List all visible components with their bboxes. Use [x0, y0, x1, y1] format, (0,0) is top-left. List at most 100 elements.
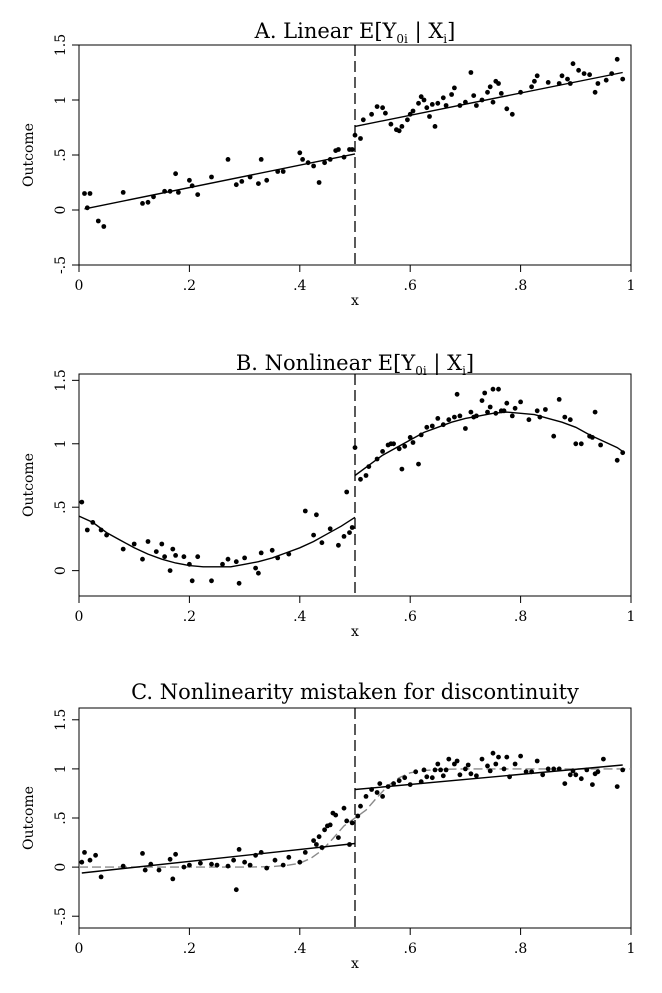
data-point [344, 818, 350, 824]
y-tick-label: 0 [53, 206, 69, 215]
data-point [258, 550, 264, 556]
data-point [162, 554, 168, 560]
data-point [198, 860, 203, 866]
data-point [432, 767, 438, 773]
data-point [490, 386, 496, 392]
data-point [82, 191, 87, 196]
data-point [559, 73, 565, 79]
data-point [242, 555, 248, 561]
data-point [280, 169, 286, 174]
data-point [366, 464, 372, 469]
data-point [418, 432, 424, 438]
data-point [418, 94, 424, 100]
panel-1: A. Linear E[Y0i | Xi] 0 .2 .4 .6 .8 1 -.5 0 .5 1 1.… [21, 19, 635, 309]
data-point [576, 67, 581, 73]
fit-line-right [354, 71, 623, 128]
data-point [421, 767, 427, 773]
data-point [452, 85, 457, 91]
data-point [347, 530, 352, 535]
data-point [233, 182, 239, 188]
data-point [264, 865, 270, 871]
data-point [504, 400, 510, 406]
data-point [485, 763, 490, 769]
data-point [416, 461, 421, 467]
data-point [314, 842, 319, 847]
data-point [225, 157, 231, 162]
data-point [463, 426, 468, 431]
data-point [479, 97, 485, 103]
data-point [297, 150, 303, 156]
data-point [446, 756, 452, 762]
data-point [413, 769, 419, 775]
data-point [501, 766, 507, 772]
data-point [148, 861, 154, 867]
data-point [581, 71, 587, 76]
data-point [468, 409, 474, 415]
data-point [498, 91, 504, 96]
data-point [440, 422, 446, 428]
data-point [239, 179, 245, 184]
data-point [360, 117, 366, 123]
x-tick-label: 0 [75, 278, 84, 294]
data-point [496, 81, 501, 86]
y-tick-label: 1.5 [53, 34, 69, 56]
data-point [468, 771, 474, 777]
data-point [236, 580, 242, 586]
data-point [595, 769, 601, 775]
data-point [601, 756, 606, 762]
data-point [570, 61, 576, 67]
x-tick-label: .8 [514, 941, 527, 957]
y-axis-label: Outcome [21, 786, 37, 850]
data-point [336, 147, 341, 152]
data-point [302, 850, 308, 855]
title-text: ] [447, 19, 455, 43]
data-point [380, 105, 385, 111]
x-axis-label: x [351, 956, 359, 972]
x-tick-label: .6 [404, 278, 417, 294]
data-point [501, 408, 507, 414]
data-point [509, 111, 515, 117]
data-point [587, 72, 592, 78]
data-point [302, 508, 308, 514]
data-point [562, 781, 568, 786]
y-tick-label: .5 [53, 501, 69, 514]
x-tick-label: .2 [183, 609, 196, 625]
data-point [363, 473, 369, 478]
data-point [567, 417, 573, 423]
data-point [396, 446, 402, 452]
data-point [614, 457, 620, 463]
data-point [518, 89, 523, 95]
data-point [341, 805, 347, 811]
fit-line-right [354, 764, 623, 791]
fit-line-right [354, 411, 624, 477]
data-point [457, 413, 463, 419]
data-point [385, 784, 391, 789]
data-point [435, 100, 441, 106]
data-point [402, 775, 408, 781]
data-point [446, 417, 452, 423]
data-point [429, 102, 435, 107]
data-point [509, 413, 515, 419]
data-point [181, 554, 187, 560]
title-subscript: i [443, 32, 447, 46]
data-point [162, 188, 168, 194]
data-point [98, 874, 104, 880]
data-point [424, 774, 430, 780]
data-point [518, 399, 523, 405]
data-point [609, 71, 615, 76]
x-tick-label: .4 [293, 609, 306, 625]
data-point [396, 778, 402, 784]
data-point [233, 887, 239, 893]
data-point [209, 861, 214, 867]
data-point [355, 813, 361, 819]
y-tick-label: 1 [53, 96, 69, 105]
data-point [399, 124, 405, 129]
data-point [562, 414, 568, 420]
data-point [490, 750, 496, 756]
data-point [189, 183, 195, 189]
data-point [120, 190, 126, 195]
fit-line-left [78, 515, 356, 568]
data-point [247, 862, 253, 868]
data-point [311, 163, 316, 169]
data-point [344, 489, 350, 495]
